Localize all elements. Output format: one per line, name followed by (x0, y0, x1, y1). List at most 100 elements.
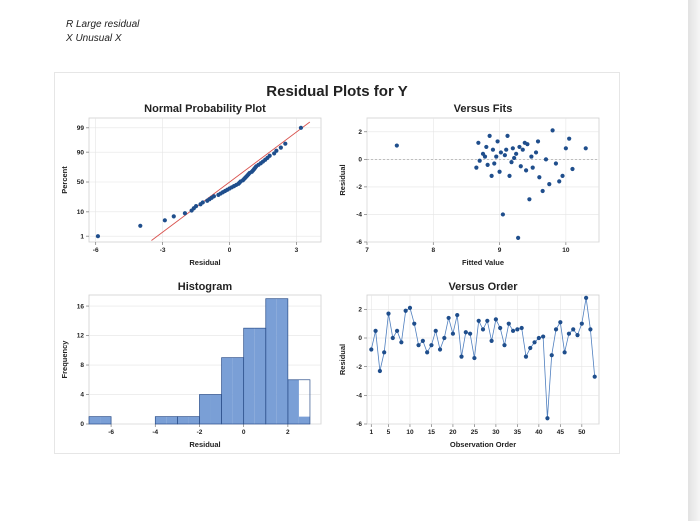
versus-fits-point (476, 140, 481, 145)
versus-fits-point (530, 165, 535, 170)
versus-order-point (566, 331, 572, 336)
versus-fits-point (512, 155, 517, 161)
versus-fits-point (482, 154, 488, 159)
versus-fits-point (540, 188, 545, 194)
versus-order-y-tick-label: 2 (358, 307, 362, 314)
versus-order-point (549, 353, 554, 358)
versus-order-point (476, 318, 481, 323)
versus-order-point (528, 345, 533, 351)
versus-fits-point (492, 161, 497, 166)
probability-plot-plot-area (88, 117, 322, 243)
histogram-bar (276, 298, 288, 424)
versus-order-point (575, 333, 580, 338)
versus-order-point (584, 295, 589, 300)
versus-fits-y-tick-label: 2 (358, 129, 362, 136)
versus-order-x-tick-label: 5 (387, 429, 391, 436)
versus-order-point (493, 317, 498, 322)
versus-order-point (450, 331, 456, 336)
histogram-bar-outline (287, 379, 311, 425)
versus-fits-point (517, 144, 522, 150)
histogram-bar (210, 394, 222, 424)
versus-fits-point (560, 173, 565, 178)
versus-order-point (592, 374, 597, 379)
probability-plot-y-tick-label: 90 (77, 149, 85, 156)
versus-fits-point (500, 212, 505, 217)
versus-fits-point (557, 179, 562, 184)
versus-order-point (386, 311, 391, 316)
versus-fits-y-tick-label: -4 (356, 212, 362, 219)
versus-order-point (558, 320, 563, 325)
probability-plot-y-tick-label: 10 (77, 209, 85, 216)
histogram-y-axis-label: Frequency (60, 340, 69, 379)
probability-plot-point (211, 194, 217, 199)
versus-fits-point (570, 166, 575, 172)
versus-fits-point (507, 173, 512, 178)
versus-order-point (515, 327, 520, 332)
versus-fits-x-tick-label: 8 (431, 247, 435, 254)
versus-order-point (502, 343, 507, 348)
versus-order-point (407, 305, 413, 310)
versus-fits-point (495, 139, 500, 144)
probability-plot-point (267, 153, 272, 158)
histogram-y-tick-label: 16 (77, 303, 85, 310)
probability-plot-point (274, 148, 279, 153)
versus-order-point (579, 321, 584, 326)
histogram-y-tick-label: 0 (80, 421, 84, 428)
versus-fits-point (527, 197, 532, 202)
versus-fits-point (553, 161, 559, 166)
versus-order-point (523, 354, 529, 359)
histogram-bar (298, 416, 310, 424)
probability-plot-point (182, 211, 188, 216)
versus-fits-title: Versus Fits (454, 103, 513, 115)
versus-order-x-tick-label: 35 (514, 429, 522, 436)
versus-order-point (468, 331, 473, 336)
versus-order-plot-area (366, 294, 600, 425)
versus-order-point (472, 355, 477, 361)
histogram-bar (243, 328, 255, 424)
versus-fits-point (550, 128, 555, 133)
versus-order-point (480, 327, 486, 332)
probability-plot-x-tick-label: -6 (93, 247, 99, 254)
histogram-x-tick-label: -4 (152, 429, 158, 436)
versus-fits-point (547, 182, 552, 187)
versus-fits-point (520, 147, 525, 152)
probability-plot-y-tick-label: 50 (77, 179, 85, 186)
versus-order-point (545, 416, 550, 421)
versus-order-point (485, 318, 490, 323)
histogram-y-tick-label: 8 (80, 362, 84, 369)
probability-plot-point (298, 125, 304, 130)
versus-fits-x-tick-label: 9 (498, 247, 502, 254)
figure-title: Residual Plots for Y (266, 83, 408, 100)
versus-fits-point (509, 159, 514, 165)
versus-fits-point (502, 153, 507, 158)
histogram-bar (254, 328, 266, 424)
probability-plot-y-tick-label: 99 (77, 125, 85, 132)
residual-plots-figure: Residual Plots for Y -6 -3 0 3 1 10 50 90 99 Norm… (54, 72, 620, 454)
versus-fits-point (583, 146, 588, 151)
versus-fits-point (537, 175, 542, 180)
versus-order-y-tick-label: 0 (358, 335, 362, 342)
versus-fits-x-tick-label: 10 (562, 247, 570, 254)
probability-plot-x-tick-label: 0 (228, 247, 232, 254)
versus-order-y-tick-label: -2 (356, 364, 362, 371)
versus-fits-point (514, 151, 519, 156)
versus-order-y-tick-label: -4 (356, 393, 362, 400)
versus-order-point (369, 347, 374, 352)
versus-order-point (532, 340, 537, 345)
versus-order-y-tick-label: -6 (356, 421, 362, 428)
histogram-bar (155, 416, 167, 424)
versus-order-x-tick-label: 40 (535, 429, 543, 436)
versus-fits-point (533, 150, 539, 155)
versus-fits-point (394, 143, 399, 148)
versus-order-point (553, 327, 559, 332)
histogram-bar (89, 416, 101, 424)
histogram-x-tick-label: -6 (108, 429, 114, 436)
versus-order-point (425, 350, 430, 355)
versus-fits-point (510, 146, 515, 151)
versus-fits-x-axis-label: Fitted Value (462, 258, 504, 267)
probability-plot-point (283, 141, 288, 146)
versus-fits-point (490, 147, 496, 152)
probability-plot-x-tick-label: -3 (160, 247, 166, 254)
